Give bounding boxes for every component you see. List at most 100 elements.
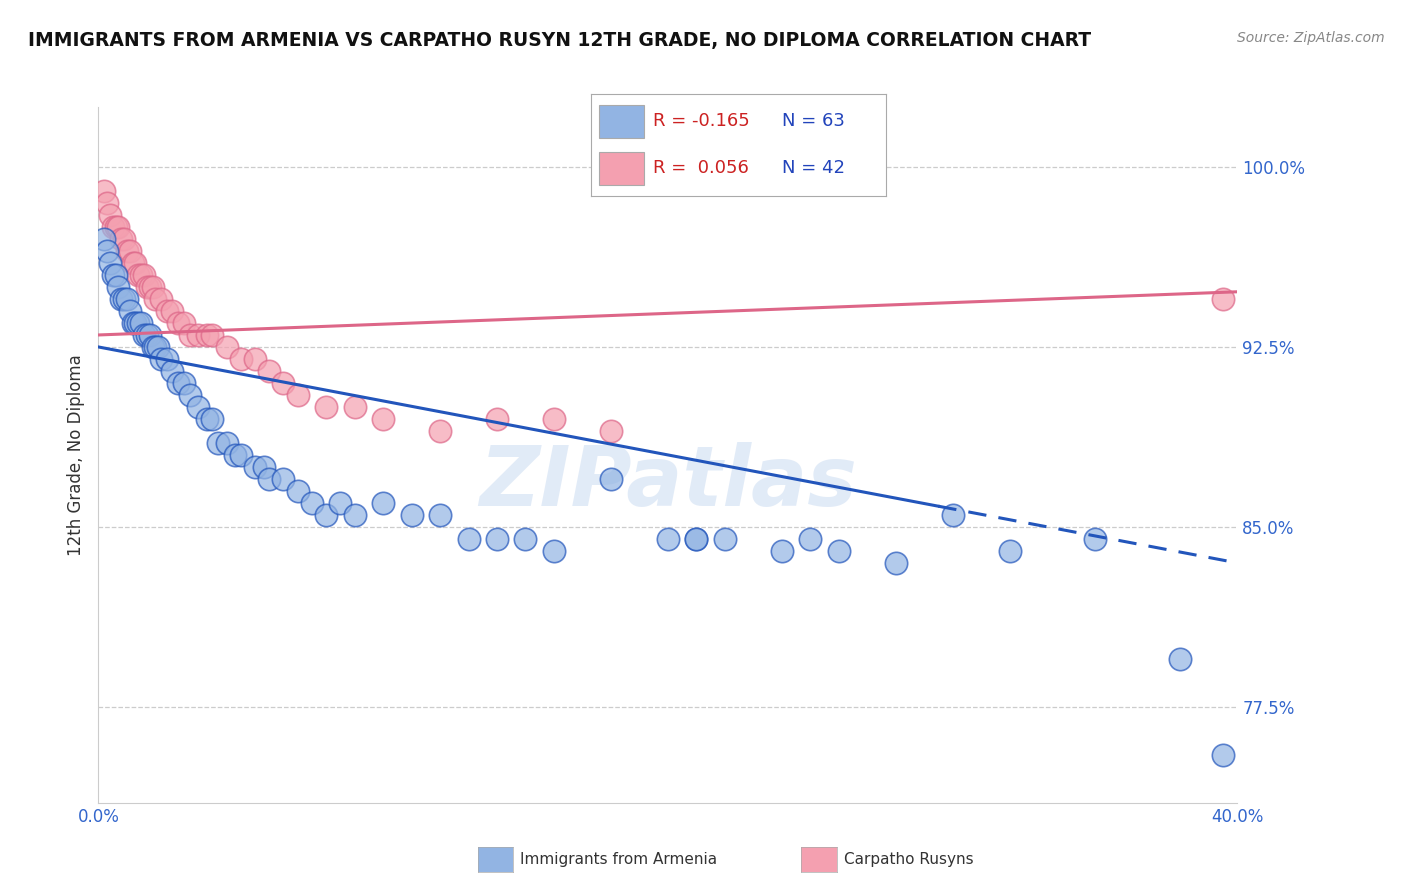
Point <box>104 268 127 282</box>
Point <box>259 364 281 378</box>
Point <box>118 244 141 258</box>
Point <box>98 256 121 270</box>
Point <box>1084 532 1107 546</box>
Point <box>373 412 395 426</box>
Point <box>273 472 295 486</box>
Point <box>600 424 623 438</box>
Point <box>429 424 451 438</box>
Text: Immigrants from Armenia: Immigrants from Armenia <box>520 853 717 867</box>
Point <box>173 376 195 390</box>
Point <box>195 412 218 426</box>
Point <box>195 328 218 343</box>
Point <box>98 208 121 222</box>
Point <box>101 219 124 234</box>
Point <box>301 496 323 510</box>
Point <box>150 351 173 366</box>
FancyBboxPatch shape <box>599 153 644 185</box>
Point <box>287 388 309 402</box>
Point <box>96 196 118 211</box>
Point <box>187 400 209 414</box>
Point <box>132 268 155 282</box>
Point <box>124 256 146 270</box>
Point <box>1212 747 1234 762</box>
Point <box>515 532 537 546</box>
Point <box>229 351 252 366</box>
Point <box>429 508 451 522</box>
Point <box>127 268 149 282</box>
Point <box>315 400 337 414</box>
Text: R = -0.165: R = -0.165 <box>652 112 749 130</box>
Point <box>107 280 129 294</box>
Point <box>315 508 337 522</box>
Point <box>373 496 395 510</box>
Point <box>121 256 143 270</box>
Point <box>243 459 266 474</box>
Point <box>457 532 479 546</box>
Point <box>145 292 167 306</box>
Point <box>129 316 152 330</box>
Point <box>104 219 127 234</box>
Point <box>243 351 266 366</box>
Point <box>600 472 623 486</box>
Point <box>179 388 201 402</box>
Point <box>685 532 707 546</box>
Point <box>252 459 274 474</box>
Point <box>173 316 195 330</box>
Point <box>115 244 138 258</box>
Point <box>224 448 246 462</box>
Point <box>156 351 179 366</box>
Point <box>112 292 135 306</box>
Point <box>215 436 238 450</box>
Point <box>714 532 737 546</box>
Point <box>93 232 115 246</box>
Point <box>207 436 229 450</box>
Point <box>942 508 965 522</box>
Point <box>101 268 124 282</box>
Point <box>273 376 295 390</box>
Point <box>543 412 565 426</box>
Text: Carpatho Rusyns: Carpatho Rusyns <box>844 853 973 867</box>
Point <box>150 292 173 306</box>
Point <box>148 340 170 354</box>
Text: R =  0.056: R = 0.056 <box>652 159 748 177</box>
Point <box>135 280 157 294</box>
Point <box>179 328 201 343</box>
Point <box>884 556 907 570</box>
Point <box>124 316 146 330</box>
Point <box>343 508 366 522</box>
Point <box>401 508 423 522</box>
Point <box>138 280 160 294</box>
Point <box>167 376 190 390</box>
Point <box>167 316 190 330</box>
Point <box>543 544 565 558</box>
Point <box>486 532 509 546</box>
Point <box>132 328 155 343</box>
Point <box>486 412 509 426</box>
Point <box>96 244 118 258</box>
Point <box>156 304 179 318</box>
Point <box>107 219 129 234</box>
Point <box>770 544 793 558</box>
Text: N = 42: N = 42 <box>782 159 845 177</box>
Point <box>162 304 184 318</box>
Point <box>1212 292 1234 306</box>
Point <box>215 340 238 354</box>
Point <box>141 280 163 294</box>
Point <box>657 532 679 546</box>
Y-axis label: 12th Grade, No Diploma: 12th Grade, No Diploma <box>66 354 84 556</box>
Point <box>135 328 157 343</box>
Point <box>187 328 209 343</box>
Point <box>828 544 851 558</box>
Text: ZIPatlas: ZIPatlas <box>479 442 856 524</box>
Point <box>141 340 163 354</box>
Text: IMMIGRANTS FROM ARMENIA VS CARPATHO RUSYN 12TH GRADE, NO DIPLOMA CORRELATION CHA: IMMIGRANTS FROM ARMENIA VS CARPATHO RUSY… <box>28 31 1091 50</box>
Point <box>259 472 281 486</box>
Point <box>110 232 132 246</box>
Point <box>799 532 821 546</box>
Point <box>145 340 167 354</box>
Point <box>229 448 252 462</box>
Point <box>127 316 149 330</box>
Text: Source: ZipAtlas.com: Source: ZipAtlas.com <box>1237 31 1385 45</box>
Point <box>110 292 132 306</box>
Point <box>998 544 1021 558</box>
